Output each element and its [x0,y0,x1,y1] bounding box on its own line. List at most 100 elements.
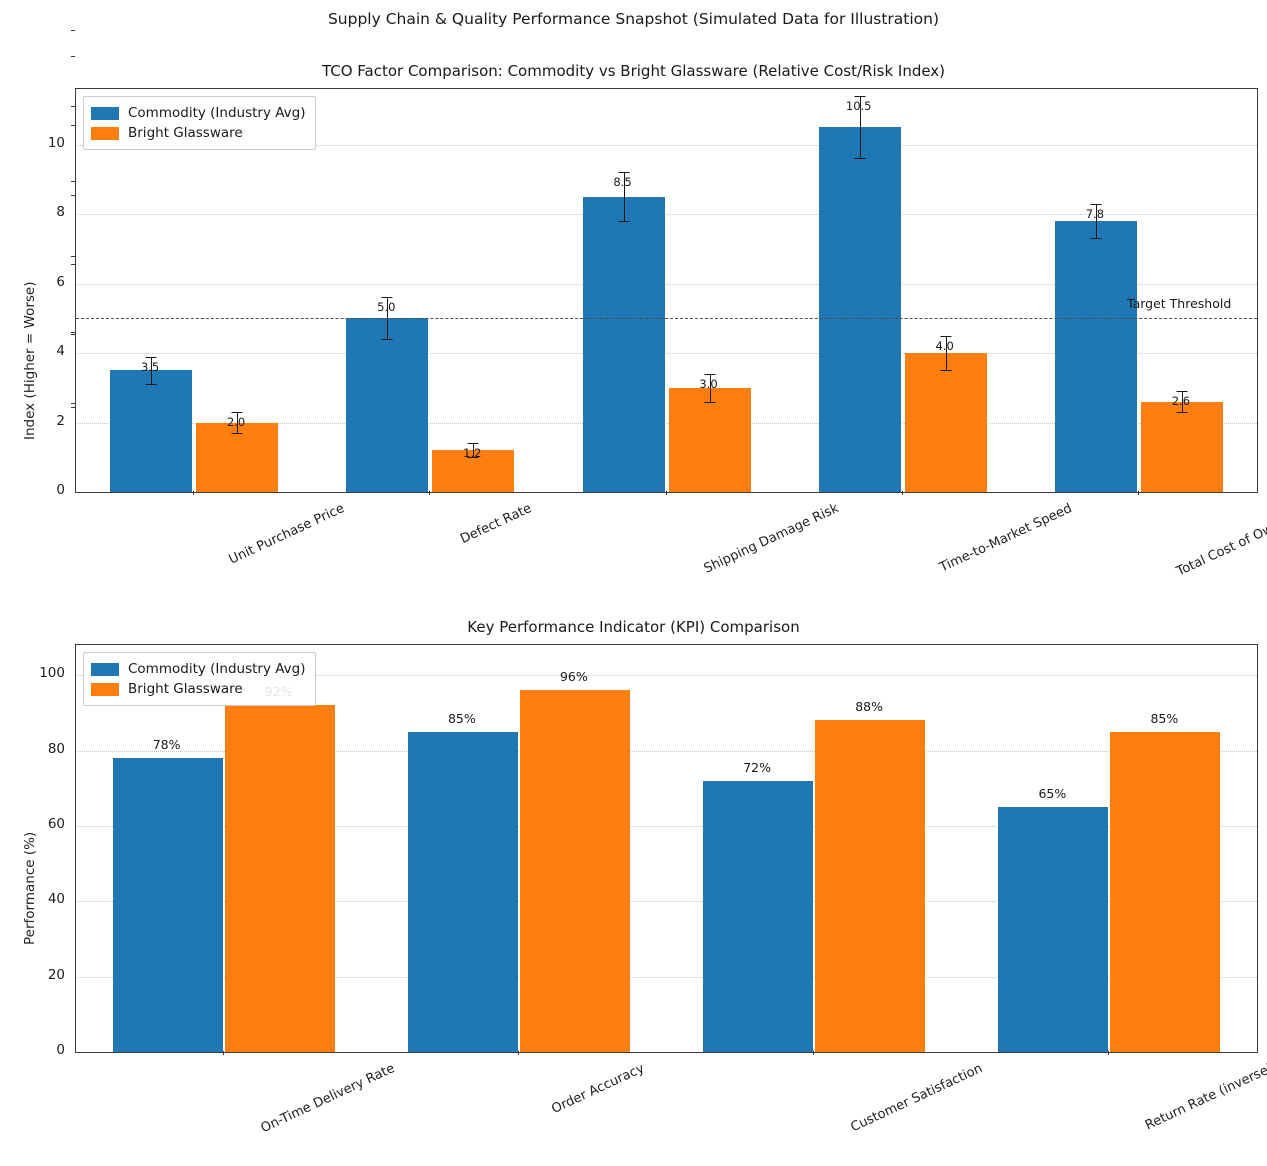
error-bar-cap [618,172,629,174]
legend-label: Bright Glassware [128,681,243,697]
bar-tco-factor-comparison-4-1[interactable] [1140,401,1223,492]
x-tick-label: Order Accuracy [549,1061,647,1118]
bar-tco-factor-comparison-4-0[interactable] [1054,221,1137,492]
x-tick-mark [901,491,903,495]
gridline [76,675,1257,677]
x-tick-mark [193,491,195,495]
legend-swatch-icon [91,106,119,120]
bar-value-label: 3.0 [699,376,718,391]
y-tick-mark [71,194,75,196]
kpi-comparison-legend[interactable]: Commodity (Industry Avg) Bright Glassware [83,652,316,706]
bar-kpi-comparison-0-1[interactable] [224,705,335,1052]
y-tick-label: 100 [39,665,65,682]
error-bar-line [709,373,711,402]
y-tick-mark [71,55,75,57]
chart2-plot-area [76,645,1257,1052]
error-bar-cap [940,370,952,372]
error-bar-line [237,412,239,433]
chart2-y-axis-label: Performance (%) [22,831,38,945]
y-tick-mark [71,264,75,266]
bar-tco-factor-comparison-2-1[interactable] [668,387,751,492]
legend-item-0[interactable]: Commodity (Industry Avg) [91,103,306,123]
x-tick-label: Shipping Damage Risk [701,501,841,577]
y-tick-label: 8 [56,204,65,221]
error-bar-cap [231,412,243,414]
y-tick-label: 40 [47,891,65,908]
y-tick-mark [71,407,75,408]
error-bar-line [945,335,947,371]
error-bar-cap [618,221,629,223]
error-bar-cap [704,401,715,403]
bar-tco-factor-comparison-3-1[interactable] [904,353,987,492]
tco-factor-comparison-legend[interactable]: Commodity (Industry Avg) Bright Glassware [83,96,316,150]
bar-value-label: 88% [855,699,884,715]
bar-value-label: 10.5 [845,98,872,113]
legend-label: Commodity (Industry Avg) [128,105,306,121]
chart2-axes: Commodity (Industry Avg) Bright Glassware [75,644,1258,1053]
bar-value-label: 78% [152,737,181,753]
error-bar-cap [854,95,866,97]
bar-kpi-comparison-3-1[interactable] [1110,731,1221,1052]
bar-kpi-comparison-0-0[interactable] [112,758,223,1052]
legend-item-1[interactable]: Bright Glassware [91,679,306,699]
bar-kpi-comparison-1-1[interactable] [519,690,630,1052]
error-bar-cap [381,339,393,341]
target-threshold-line [76,318,1257,320]
legend-item-0[interactable]: Commodity (Industry Avg) [91,659,306,679]
bar-value-label: 96% [559,669,588,685]
error-bar-cap [145,384,157,386]
bar-kpi-comparison-2-0[interactable] [703,780,814,1052]
y-tick-mark [71,105,75,107]
y-tick-mark [71,333,75,335]
target-threshold-label: Target Threshold [1127,296,1232,312]
x-tick-label: Customer Satisfaction [848,1061,986,1136]
bar-kpi-comparison-1-0[interactable] [407,731,518,1052]
error-bar-cap [231,432,243,434]
gridline [76,144,1257,146]
y-tick-label: 6 [56,273,65,290]
error-bar-cap [854,158,866,160]
gridline [76,283,1257,285]
y-tick-label: 2 [56,412,65,429]
x-tick-mark [813,1051,815,1055]
figure-suptitle: Supply Chain & Quality Performance Snaps… [327,10,940,28]
error-bar-cap [704,373,715,375]
bar-tco-factor-comparison-0-0[interactable] [110,370,193,492]
bar-value-label: 7.8 [1085,206,1105,221]
error-bar-line [859,95,861,159]
y-tick-label: 0 [56,1042,65,1058]
legend-swatch-icon [91,126,119,140]
legend-label: Commodity (Industry Avg) [128,661,306,677]
legend-item-1[interactable]: Bright Glassware [91,123,306,143]
y-tick-mark [71,331,75,333]
x-tick-mark [1108,1051,1110,1055]
error-bar-line [1095,203,1097,239]
bar-tco-factor-comparison-2-0[interactable] [582,196,665,492]
error-bar-cap [940,335,952,337]
error-bar-cap [381,297,393,299]
error-bar-line [151,356,153,385]
bar-kpi-comparison-2-1[interactable] [815,720,926,1052]
bar-value-label: 85% [447,710,476,726]
gridline [76,353,1257,355]
bar-kpi-comparison-3-0[interactable] [998,807,1109,1052]
legend-swatch-icon [91,662,119,676]
bar-value-label: 2.0 [226,415,246,430]
x-tick-mark [222,1051,224,1055]
bar-value-label: 3.5 [140,359,160,374]
bar-tco-factor-comparison-0-1[interactable] [196,422,279,492]
bar-value-label: 5.0 [377,300,396,315]
y-tick-label: 0 [56,482,65,498]
y-tick-mark [71,125,75,127]
chart1-title: TCO Factor Comparison: Commodity vs Brig… [321,62,946,80]
x-tick-label: Total Cost of Ownership [1174,501,1267,580]
y-tick-label: 10 [47,134,65,151]
chart1-plot-area: Target Threshold [76,89,1257,492]
y-tick-label: 4 [56,343,65,360]
bar-tco-factor-comparison-1-0[interactable] [346,318,429,492]
bar-tco-factor-comparison-3-0[interactable] [818,127,901,492]
bar-value-label: 1.2 [463,446,482,461]
y-tick-mark [71,403,75,404]
y-tick-mark [71,180,75,182]
error-bar-line [623,172,625,221]
